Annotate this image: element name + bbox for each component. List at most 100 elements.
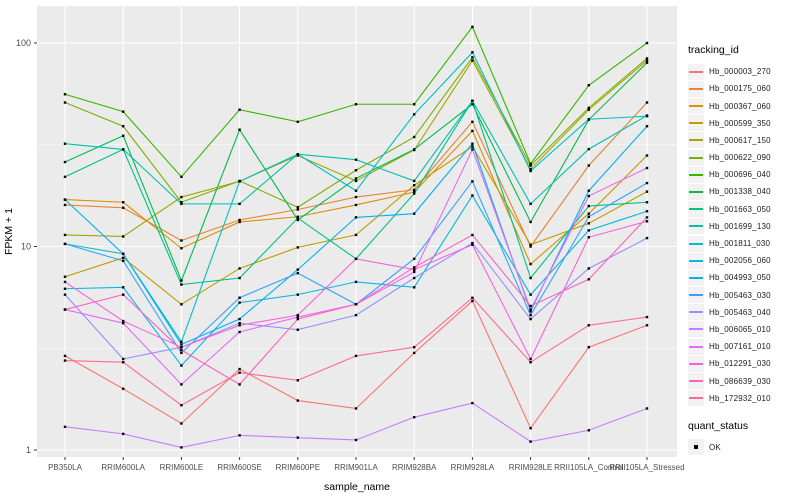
- data-point: [63, 242, 67, 246]
- legend-key-swatch: [688, 98, 704, 114]
- line-swatch-icon: [689, 87, 703, 90]
- data-point: [354, 313, 358, 317]
- legend-label: Hb_006065_010: [709, 324, 771, 334]
- data-point: [587, 147, 590, 151]
- data-point: [529, 304, 532, 308]
- data-point: [122, 134, 125, 137]
- legend-entry-Hb_000003_270: Hb_000003_270: [688, 63, 771, 80]
- legend-key-swatch: [688, 115, 704, 132]
- data-point: [645, 216, 649, 219]
- data-point: [122, 293, 125, 296]
- legend-title-quant-status: quant_status: [688, 419, 749, 432]
- data-point: [63, 198, 67, 201]
- x-tick-label: RRIM600SE: [217, 463, 261, 472]
- data-point: [471, 243, 474, 246]
- data-point: [238, 324, 241, 327]
- line-swatch-icon: [689, 105, 703, 107]
- legend: tracking_id Hb_000003_270 Hb_000175_060 Hb…: [688, 0, 771, 500]
- legend-label: Hb_001663_050: [709, 204, 771, 214]
- data-point: [529, 243, 532, 246]
- legend-entry-Hb_086639_030: Hb_086639_030: [688, 372, 771, 389]
- line-swatch-icon: [689, 311, 703, 314]
- y-axis-title: FPKM + 1: [3, 208, 15, 255]
- data-point: [645, 114, 649, 118]
- data-point: [238, 128, 241, 131]
- data-point: [471, 99, 474, 102]
- data-point: [354, 303, 358, 306]
- data-point: [63, 175, 67, 179]
- data-point: [587, 222, 590, 225]
- data-point: [180, 201, 183, 204]
- data-point: [296, 205, 299, 209]
- data-point: [296, 120, 299, 123]
- data-point: [471, 233, 474, 237]
- data-point: [238, 317, 241, 321]
- data-point: [587, 189, 590, 192]
- data-point: [645, 236, 649, 240]
- x-tick-label: RRII105LA_Stressed: [609, 463, 684, 472]
- data-point: [63, 308, 67, 311]
- data-point: [471, 56, 474, 59]
- data-point: [354, 158, 358, 161]
- data-point: [354, 233, 358, 237]
- data-point: [122, 387, 125, 390]
- data-point: [529, 262, 532, 266]
- data-point: [471, 51, 474, 54]
- data-point: [354, 195, 358, 199]
- legend-entry-Hb_000617_150: Hb_000617_150: [688, 132, 771, 149]
- data-point: [413, 257, 416, 261]
- data-point: [413, 266, 416, 269]
- data-point: [180, 446, 183, 449]
- data-point: [471, 145, 474, 148]
- data-point: [63, 142, 67, 145]
- data-point: [122, 286, 125, 289]
- y-tick-label: 1: [26, 445, 31, 455]
- data-point: [529, 317, 532, 321]
- data-point: [354, 203, 358, 207]
- data-point: [529, 313, 532, 317]
- data-point: [587, 194, 590, 198]
- data-point: [529, 162, 532, 165]
- data-point: [296, 293, 299, 296]
- data-point: [645, 125, 649, 128]
- data-point: [296, 315, 299, 319]
- data-point: [587, 212, 590, 215]
- line-swatch-icon: [689, 122, 703, 125]
- legend-entry-Hb_000175_060: Hb_000175_060: [688, 80, 771, 97]
- data-point: [180, 175, 183, 179]
- data-point: [587, 118, 590, 121]
- legend-label: Hb_000175_060: [709, 84, 771, 94]
- data-point: [529, 276, 532, 280]
- x-tick-label: RRIM600LE: [160, 463, 204, 472]
- data-point: [413, 212, 416, 215]
- line-swatch-icon: [689, 294, 703, 297]
- legend-label: Hb_000617_150: [709, 135, 771, 145]
- line-swatch-icon: [689, 139, 703, 142]
- data-point: [354, 189, 358, 192]
- data-point: [529, 220, 532, 224]
- legend-label: Hb_012291_030: [709, 359, 771, 369]
- data-point: [238, 434, 241, 437]
- legend-label: Hb_005463_040: [709, 307, 771, 317]
- legend-key-swatch: [688, 439, 704, 456]
- line-swatch-icon: [689, 156, 703, 159]
- data-point: [180, 351, 183, 355]
- line-swatch-icon: [689, 70, 703, 73]
- data-point: [238, 220, 241, 224]
- data-point: [529, 357, 532, 361]
- data-point: [238, 321, 241, 325]
- data-point: [587, 106, 590, 110]
- data-point: [180, 422, 183, 425]
- data-point: [180, 239, 183, 242]
- line-swatch-icon: [689, 345, 703, 348]
- data-point: [645, 101, 649, 104]
- data-point: [645, 166, 649, 170]
- data-point: [413, 179, 416, 183]
- data-point: [296, 154, 299, 157]
- x-tick-label: RRII105LA_Control: [554, 463, 624, 472]
- data-point: [180, 346, 183, 349]
- data-point: [529, 293, 532, 296]
- data-point: [180, 348, 183, 352]
- data-point: [354, 216, 358, 219]
- data-point: [471, 180, 474, 183]
